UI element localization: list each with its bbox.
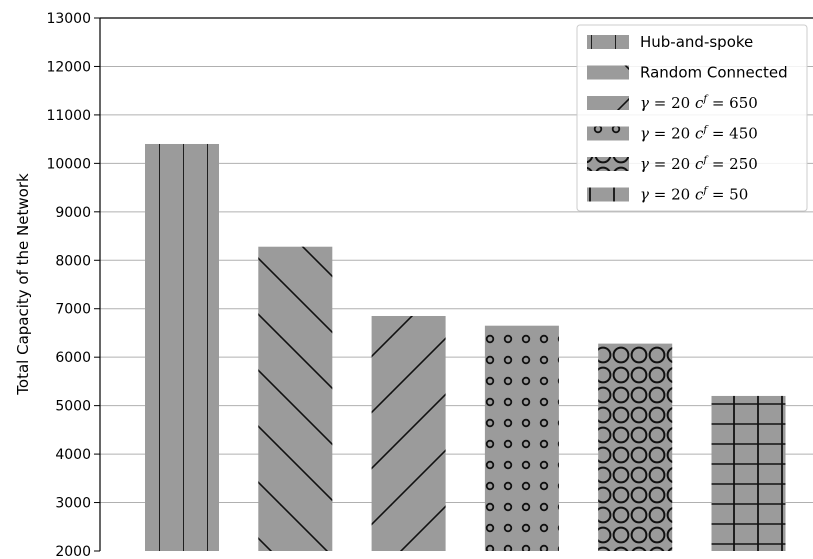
legend-item: Hub-and-spoke (587, 33, 753, 51)
legend-swatch-hatch (587, 126, 629, 141)
y-axis-ticks: 2000 3000 4000 5000 6000 7000 8000 9000 10000 110… (46, 11, 100, 559)
y-tick-label: 5000 (55, 399, 91, 415)
legend-item: γ = 20 cf = 250 (587, 155, 758, 173)
legend-item: γ = 20 cf = 450 (587, 125, 758, 143)
bar-1 (145, 143, 219, 551)
bar-hatch (484, 325, 559, 551)
legend-item: Random Connected (587, 64, 788, 82)
y-tick-label: 2000 (55, 544, 91, 559)
bars (145, 143, 786, 552)
y-tick-label: 11000 (46, 108, 91, 124)
y-tick-label: 12000 (46, 59, 91, 75)
bar-5 (598, 343, 673, 551)
bar-4 (484, 325, 559, 551)
legend: Hub-and-spoke Random Connected γ = 20 cf =… (576, 24, 808, 212)
axes (99, 17, 813, 551)
bar-6 (711, 395, 786, 551)
y-tick-label: 3000 (55, 496, 91, 512)
y-axis-label: Total Capacity of the Network (14, 173, 32, 396)
legend-box (576, 24, 808, 212)
legend-swatch-hatch (587, 187, 629, 202)
legend-label: γ = 20 cf = 650 (640, 94, 758, 112)
legend-label: Hub-and-spoke (640, 33, 753, 51)
y-tick-label: 8000 (55, 253, 91, 269)
bar-hatch (371, 315, 446, 551)
legend-swatch-hatch (587, 96, 629, 110)
bar-2 (258, 246, 333, 552)
bar-hatch (711, 395, 786, 551)
legend-label: γ = 20 cf = 50 (640, 186, 748, 204)
y-tick-label: 13000 (46, 11, 91, 27)
legend-swatch-hatch (587, 35, 629, 49)
legend-item: γ = 20 cf = 50 (587, 186, 748, 204)
bar-hatch (145, 143, 219, 551)
legend-label: γ = 20 cf = 450 (640, 125, 758, 143)
legend-swatch-hatch (587, 157, 629, 171)
legend-item: γ = 20 cf = 650 (587, 94, 758, 112)
legend-label: γ = 20 cf = 250 (640, 155, 758, 173)
bar-3 (371, 315, 446, 551)
bar-hatch (258, 246, 333, 552)
y-tick-label: 7000 (55, 302, 91, 318)
y-tick-label: 4000 (55, 447, 91, 463)
y-tick-label: 9000 (55, 205, 91, 221)
legend-swatch-hatch (587, 65, 629, 80)
y-tick-label: 10000 (46, 156, 91, 172)
legend-label: Random Connected (640, 64, 788, 82)
bar-hatch (598, 343, 673, 551)
y-tick-label: 6000 (55, 350, 91, 366)
